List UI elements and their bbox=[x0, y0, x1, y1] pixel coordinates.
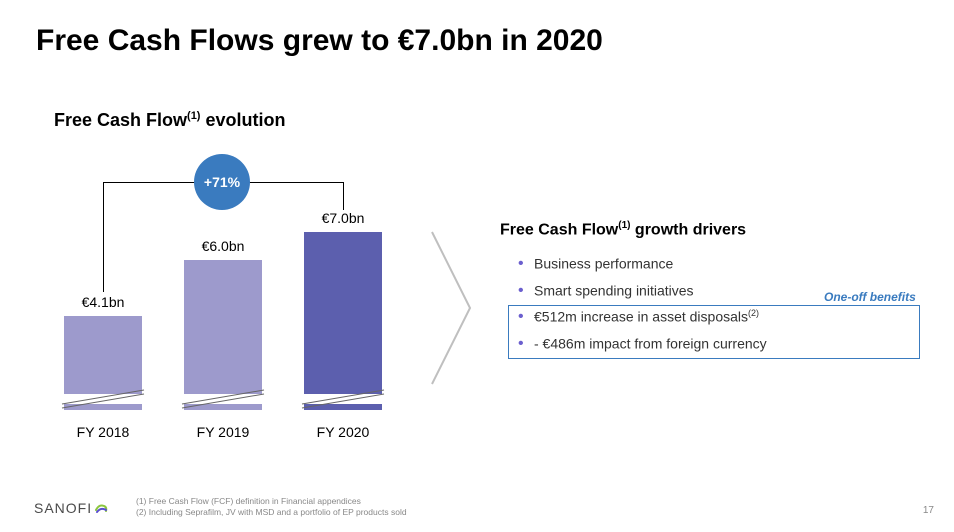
chart-subtitle: Free Cash Flow(1) evolution bbox=[54, 110, 285, 131]
drivers-title-sup: (1) bbox=[618, 220, 630, 231]
driver-text: - €486m impact from foreign currency bbox=[534, 336, 767, 352]
list-item: Business performance bbox=[518, 250, 767, 277]
bracket-line-right bbox=[343, 182, 344, 210]
slide-title: Free Cash Flows grew to €7.0bn in 2020 bbox=[36, 24, 603, 58]
growth-badge-text: +71% bbox=[204, 174, 240, 190]
list-item: €512m increase in asset disposals(2) bbox=[518, 303, 767, 330]
driver-text: Smart spending initiatives bbox=[534, 282, 694, 298]
logo-swirl-icon bbox=[94, 501, 108, 515]
bar-fy2018: €4.1bn bbox=[64, 316, 142, 410]
drivers-list: Business performance Smart spending init… bbox=[518, 250, 767, 357]
bar-fy2020-value: €7.0bn bbox=[304, 210, 382, 226]
drivers-title-prefix: Free Cash Flow bbox=[500, 221, 618, 238]
bar-fy2020: €7.0bn bbox=[304, 232, 382, 410]
driver-text: €512m increase in asset disposals bbox=[534, 309, 748, 325]
drivers-title-suffix: growth drivers bbox=[630, 221, 746, 238]
bar-fy2019: €6.0bn bbox=[184, 260, 262, 410]
chart-subtitle-prefix: Free Cash Flow bbox=[54, 110, 187, 130]
logo-text: SANOFI bbox=[34, 500, 92, 516]
drivers-title: Free Cash Flow(1) growth drivers bbox=[500, 220, 746, 239]
bracket-line-left bbox=[103, 182, 104, 292]
sanofi-logo: SANOFI bbox=[34, 500, 108, 516]
footnotes: (1) Free Cash Flow (FCF) definition in F… bbox=[136, 496, 407, 518]
bar-fy2020-category: FY 2020 bbox=[298, 424, 388, 440]
bar-fy2019-category: FY 2019 bbox=[178, 424, 268, 440]
bar-fy2018-category: FY 2018 bbox=[58, 424, 148, 440]
driver-sup: (2) bbox=[748, 308, 759, 318]
footnote-2: (2) Including Seprafilm, JV with MSD and… bbox=[136, 507, 407, 518]
bar-chart: +71% €4.1bn FY 2018 €6.0bn FY 2019 €7.0b… bbox=[54, 150, 434, 450]
oneoff-label: One-off benefits bbox=[824, 290, 916, 304]
growth-badge: +71% bbox=[194, 154, 250, 210]
bar-fy2018-value: €4.1bn bbox=[64, 294, 142, 310]
footnote-1: (1) Free Cash Flow (FCF) definition in F… bbox=[136, 496, 407, 507]
chart-subtitle-sup: (1) bbox=[187, 110, 200, 122]
driver-text: Business performance bbox=[534, 256, 673, 272]
list-item: Smart spending initiatives bbox=[518, 277, 767, 304]
chart-subtitle-suffix: evolution bbox=[200, 110, 285, 130]
chevron-right-icon bbox=[428, 228, 474, 393]
bar-fy2019-value: €6.0bn bbox=[184, 238, 262, 254]
page-number: 17 bbox=[923, 505, 934, 516]
list-item: - €486m impact from foreign currency bbox=[518, 330, 767, 357]
